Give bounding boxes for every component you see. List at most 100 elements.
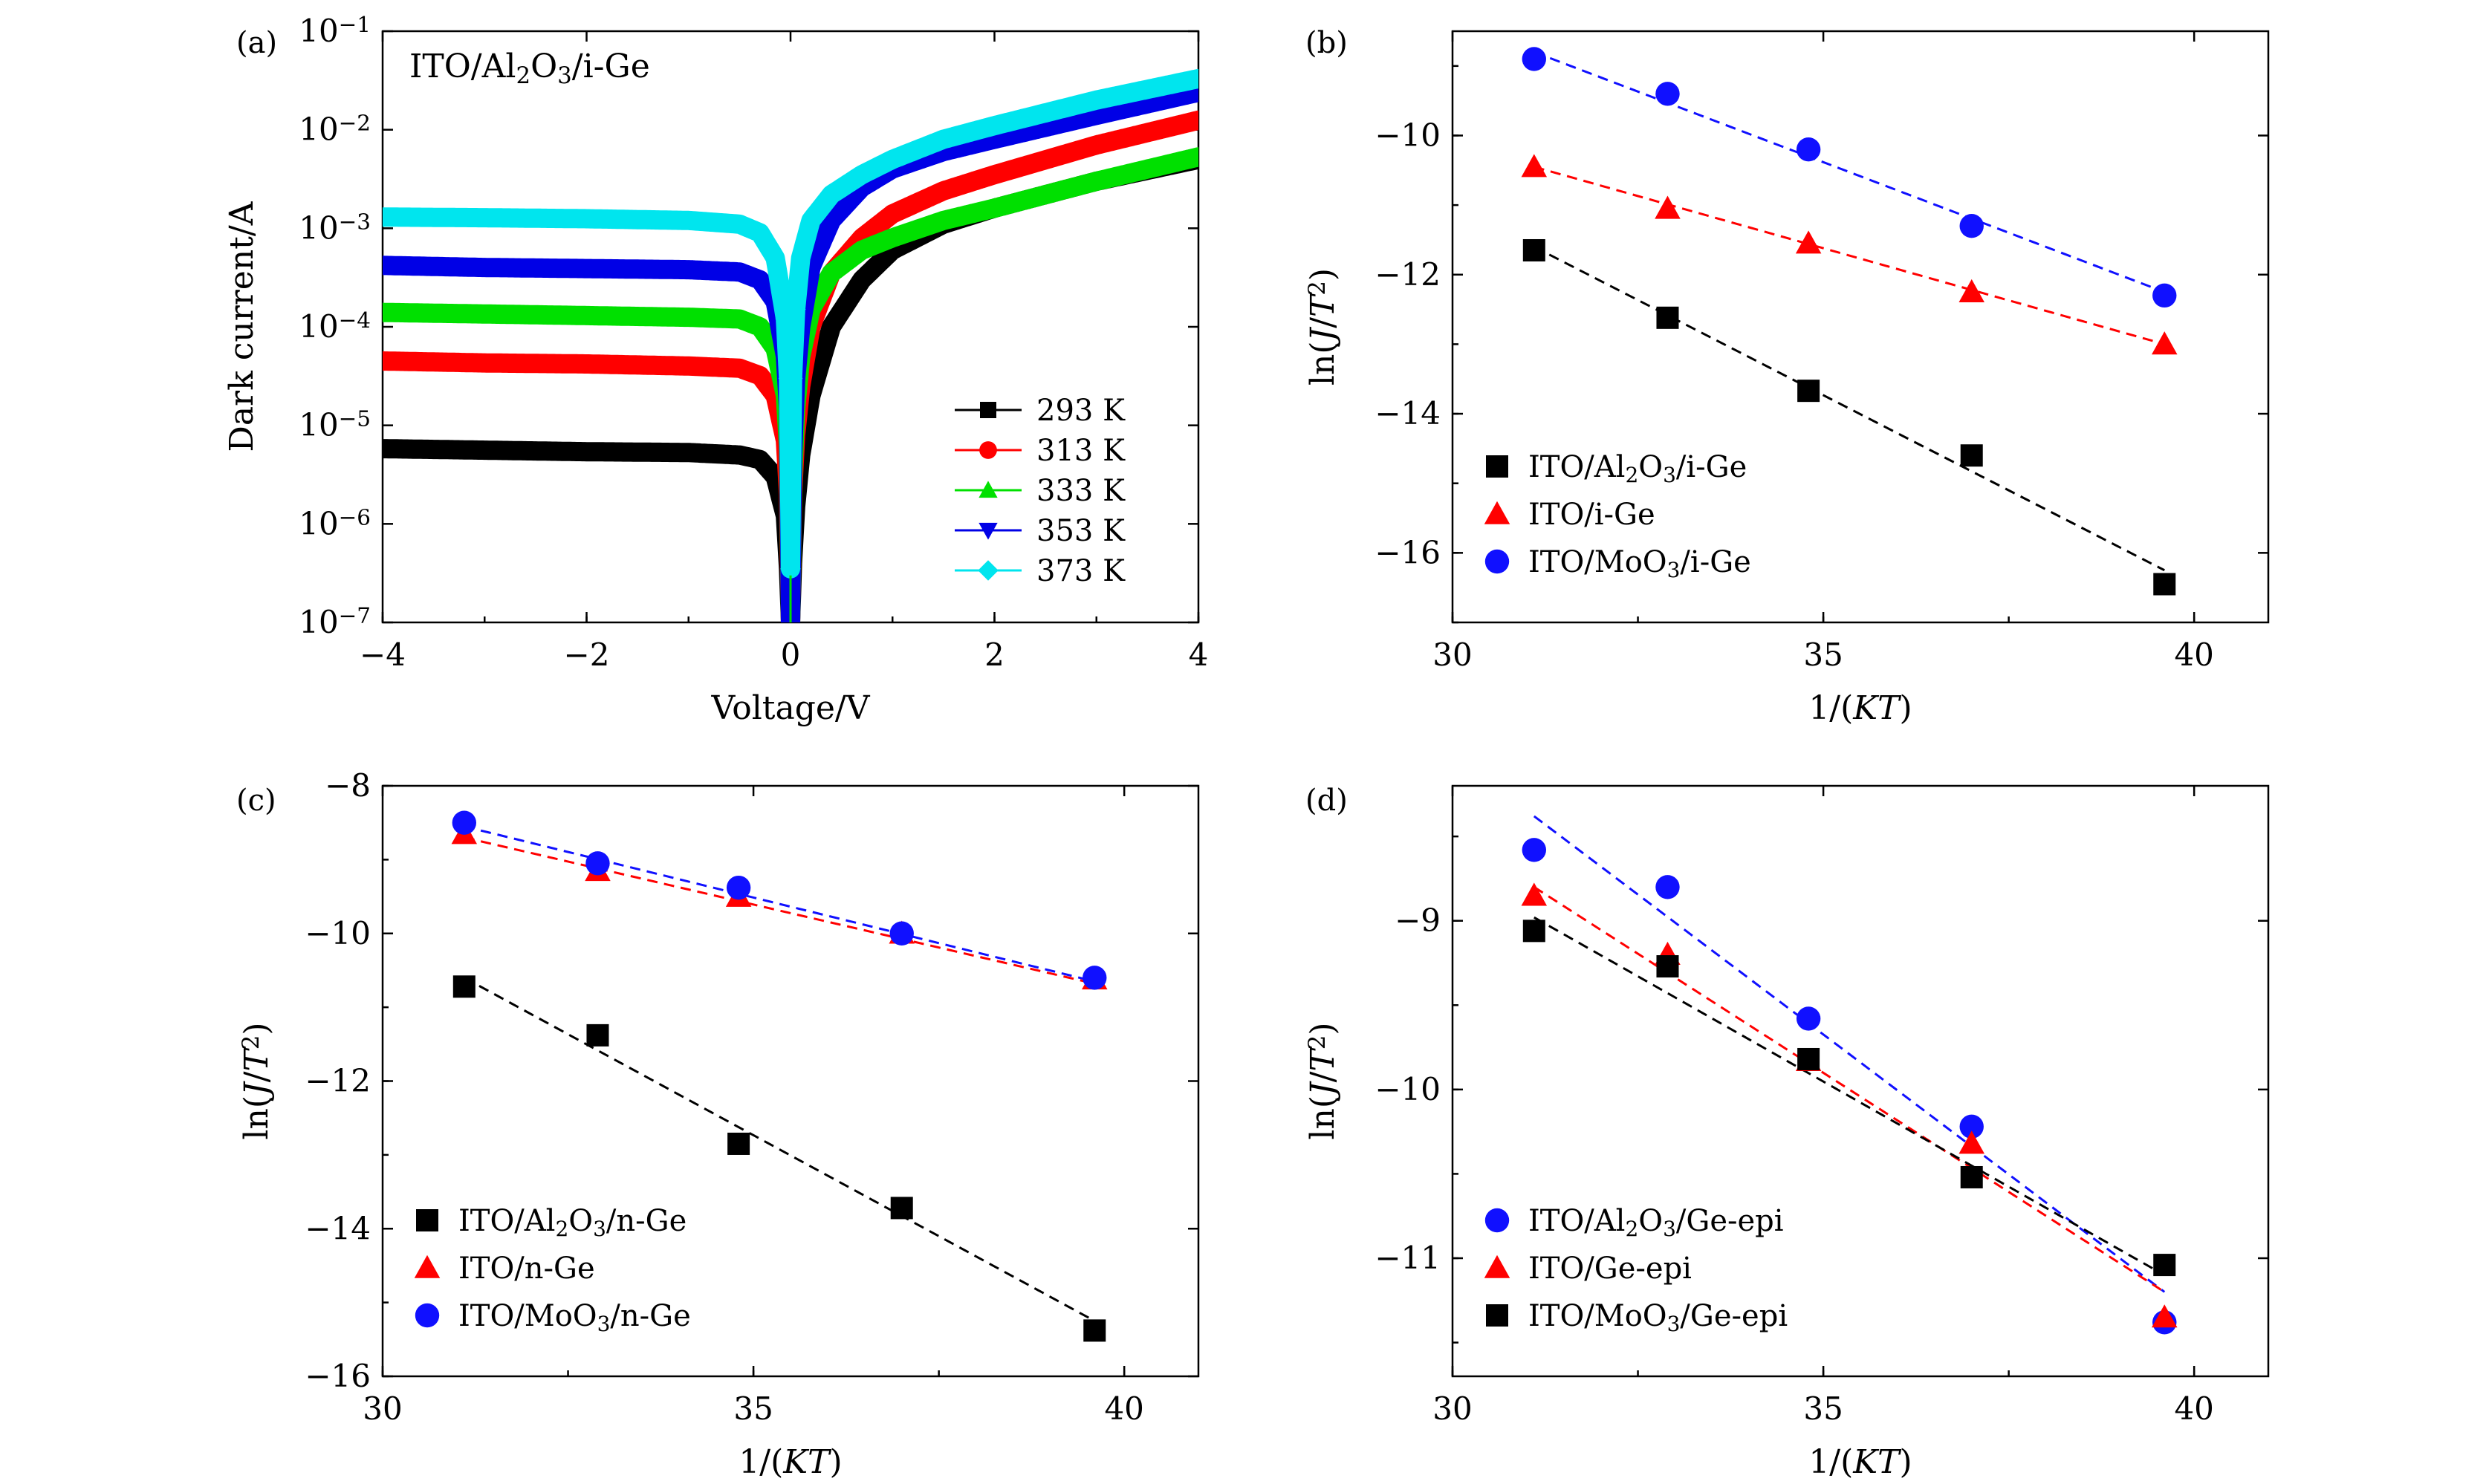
- tick-exponent: −4: [339, 307, 371, 333]
- x-tick-label: 35: [733, 1390, 773, 1427]
- legend-label: 333 K: [1036, 474, 1126, 508]
- text-span: T: [1304, 293, 1342, 317]
- text-span: 2: [1304, 281, 1331, 296]
- y-tick-label: −14: [305, 1210, 371, 1246]
- data-layer: [1521, 47, 2178, 596]
- text-span: ln(J/T: [1304, 293, 1342, 385]
- legend-label: 353 K: [1036, 514, 1126, 548]
- plot-frame: [381, 784, 1200, 1378]
- legend-marker: [1484, 549, 1510, 574]
- y-tick-label: −10: [1375, 1071, 1441, 1107]
- data-point: [1959, 1114, 1984, 1139]
- text-span: 1/(: [739, 1443, 783, 1481]
- text-span: ITO/Al: [1528, 450, 1625, 484]
- y-tick-label: −12: [1375, 256, 1441, 293]
- y-tick-label: −14: [1375, 395, 1441, 432]
- text-span: ln(: [1304, 342, 1342, 386]
- data-point: [1656, 955, 1679, 978]
- data-point: [1797, 1047, 1820, 1070]
- legend-marker: [1484, 501, 1510, 524]
- legend-label: ITO/Ge-epi: [1528, 1252, 1692, 1286]
- legend-marker: [980, 402, 996, 418]
- text-span: /i-Ge: [1676, 450, 1747, 484]
- y-tick-label: 10−2: [299, 111, 371, 148]
- data-point: [2152, 331, 2178, 355]
- x-tick-label: −2: [564, 637, 610, 673]
- text-span: /: [238, 1071, 276, 1082]
- x-tick-label: −4: [360, 637, 406, 673]
- y-tick-label: 10−4: [299, 307, 371, 345]
- y-tick-label: −16: [305, 1358, 371, 1394]
- legend-label: ITO/Al2O3/Ge-epi: [1528, 1204, 1784, 1241]
- tick-base: 10: [299, 111, 338, 148]
- fit-line: [1533, 886, 2166, 1293]
- annotation: ITO/Al2O3/i-Ge: [409, 48, 650, 89]
- text-span: ): [1304, 268, 1342, 281]
- data-point: [1522, 238, 1545, 261]
- text-span: ITO/Al: [458, 1204, 555, 1238]
- fit-line: [1533, 815, 2166, 1293]
- text-span: ITO/Al: [409, 48, 516, 85]
- y-tick-label: 10−3: [299, 209, 371, 246]
- x-axis-title: Voltage/V: [710, 689, 870, 727]
- text-span: ): [1304, 1022, 1342, 1035]
- tick-base: 10: [299, 13, 338, 49]
- text-span: ITO/Al: [1528, 1204, 1625, 1238]
- legend-marker: [1486, 1304, 1508, 1327]
- tick-base: 10: [299, 604, 338, 640]
- chart-panel-2: (b)30 35 40−16−14−12−101/(KT)ln(J/T2)ITO/A…: [1304, 26, 2270, 727]
- text-span: 1/(KT): [1808, 1443, 1912, 1481]
- y-tick-label: 10−5: [299, 406, 371, 443]
- legend-marker: [1484, 1208, 1510, 1233]
- tick-exponent: −1: [339, 12, 371, 37]
- plot-frame: [1451, 784, 2270, 1378]
- text-span: 2: [516, 62, 530, 89]
- y-axis-title: ln(J/T2): [1304, 1022, 1342, 1139]
- text-span: Dark current/A: [223, 201, 261, 452]
- text-span: ITO/n-Ge: [458, 1252, 595, 1286]
- legend-label: ITO/Al2O3/n-Ge: [458, 1204, 687, 1241]
- data-point: [2152, 283, 2177, 308]
- panel-label: (c): [236, 784, 276, 818]
- data-point: [1655, 195, 1681, 219]
- series-line-353K: [383, 82, 1198, 622]
- y-tick-label: −8: [325, 767, 371, 804]
- panel-label: (d): [1305, 784, 1348, 818]
- data-point: [1960, 444, 1983, 467]
- text-span: 3: [593, 1217, 606, 1241]
- data-point: [1796, 137, 1821, 162]
- data-point: [2153, 573, 2176, 596]
- tick-exponent: −3: [339, 209, 371, 234]
- data-point: [782, 368, 803, 389]
- text-span: ): [1304, 268, 1342, 281]
- legend-label: ITO/n-Ge: [458, 1252, 595, 1286]
- text-span: 2: [238, 1035, 264, 1050]
- legend-marker: [1484, 1254, 1510, 1278]
- text-span: Voltage/V: [710, 689, 870, 727]
- text-span: ): [1304, 1022, 1342, 1035]
- text-span: ln(: [238, 1096, 276, 1140]
- legend-label: 293 K: [1036, 394, 1126, 428]
- text-span: ln(J/T: [1304, 1047, 1342, 1140]
- data-point: [727, 1132, 750, 1155]
- fit-line: [1534, 51, 2165, 293]
- data-point: [1522, 47, 1546, 71]
- legend-marker: [978, 560, 999, 581]
- x-tick-label: 35: [1803, 1390, 1843, 1427]
- text-span: 3: [1663, 463, 1676, 487]
- data-point: [1656, 306, 1679, 329]
- data-point: [889, 921, 914, 946]
- text-span: ln(J/T: [238, 1047, 276, 1140]
- text-span: KT: [1852, 689, 1902, 727]
- x-tick-label: 30: [363, 1390, 402, 1427]
- text-span: 3: [1667, 558, 1681, 582]
- x-tick-label: 2: [984, 637, 1005, 673]
- text-span: ITO/MoO: [1528, 1299, 1667, 1333]
- tick-exponent: −7: [339, 603, 371, 628]
- tick-base: 10: [299, 209, 338, 246]
- series-line-333K: [383, 147, 1198, 622]
- data-layer: [451, 810, 1108, 1342]
- data-point: [585, 851, 610, 876]
- legend-label: 373 K: [1036, 554, 1126, 588]
